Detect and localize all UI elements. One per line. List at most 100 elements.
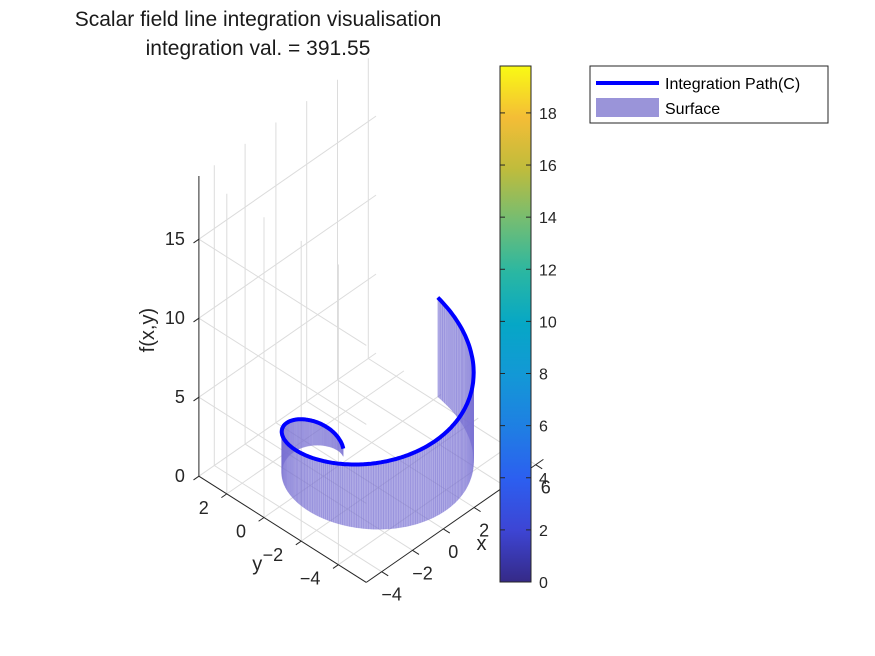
grid-side-z [198,238,367,346]
colorbar-tick-label: 8 [539,367,548,384]
surface-patch [421,447,425,523]
surface-patch [437,437,440,516]
z-tick-label: 0 [175,466,185,486]
y-tick-mark [221,493,228,499]
grid-side-z [198,317,367,425]
colorbar-tick-label: 12 [539,262,557,279]
x-tick-mark [381,571,389,577]
surface-patch [370,463,374,530]
z-tick-mark [193,475,200,481]
surface-patch [375,462,379,530]
y-axis-label: y [252,553,262,575]
colorbar-tick-label: 16 [539,158,557,175]
z-tick-mark [193,396,200,402]
surface-patch [433,440,436,518]
z-tick-mark [193,317,200,323]
z-tick-label: 15 [165,229,185,249]
surface-patch [385,460,389,530]
surface-patch [333,462,337,524]
x-tick-mark [412,549,420,555]
colorbar-tick-label: 2 [539,523,548,540]
z-axis-label: f(x,y) [137,308,159,352]
legend-surface-label: Surface [665,101,720,118]
chart-title: Scalar field line integration visualisat… [75,8,442,31]
legend-surface-swatch [596,98,659,117]
surface-patch [360,463,365,529]
surface-patch [331,462,335,523]
surface-patch [430,441,434,519]
surface-patch [380,461,384,530]
grid-back-z [198,352,377,477]
surface-patch [412,451,416,526]
surface-patch [424,445,428,522]
surface-patch [446,306,450,409]
surface-patch [419,448,423,524]
surface-patch [351,464,355,528]
surface-patch [356,464,360,529]
surface-patch [335,462,339,524]
surface-patch [400,456,404,528]
surface-patch [415,450,419,525]
surface-patch [426,444,430,521]
surface-patch [363,463,367,530]
x-tick-label: 2 [479,521,489,541]
x-tick-label: 6 [541,478,551,498]
x-axis-label: x [477,533,487,555]
surface-patch [417,449,421,525]
surface-patch [346,463,350,527]
surface-patch [442,301,446,404]
surface-patch [402,455,407,528]
legend: Integration Path(C) Surface [589,65,829,124]
grid-back-z [198,115,377,240]
surface-patch [378,461,382,530]
y-tick-mark [295,540,302,546]
z-tick-label: 5 [175,387,185,407]
grid-back-z [198,194,377,319]
x-tick-label: −4 [381,585,402,605]
integration-path [279,296,476,467]
x-tick-label: −2 [412,563,433,583]
colorbar-tick-label: 18 [539,106,557,123]
surface-patch [344,463,348,527]
surface-patch [353,464,357,528]
surface-patch [437,296,441,400]
legend-path-label: Integration Path(C) [665,76,800,93]
chart-subtitle: integration val. = 391.55 [146,37,371,60]
surface-patch [373,462,377,530]
colorbar-tick-label: 6 [539,419,548,436]
y-tick-mark [332,564,339,569]
y-tick-mark [258,517,265,522]
surface-patch [337,463,341,525]
x-tick-label: 0 [448,542,458,562]
surface-patch [393,458,397,529]
surface [281,296,475,530]
surface-patch [395,457,399,529]
surface-patch [368,463,372,530]
grid-back-z [198,273,377,398]
surface-patch [407,453,411,527]
surface-patch [398,457,402,529]
surface-patch [405,454,409,527]
x-tick-mark [473,507,481,513]
colorbar-tick-label: 14 [539,210,557,227]
surface-patch [383,461,387,530]
surface-patch [342,463,346,526]
z-tick-mark [193,238,200,244]
surface-patch [327,461,330,522]
surface-patch [358,464,362,529]
colorbar-tick-label: 4 [539,471,548,488]
y-tick-label: −2 [263,545,284,565]
surface-patch [349,464,353,528]
x-tick-mark [535,464,543,470]
colorbar [499,65,532,583]
colorbar-tick-label: 10 [539,314,557,331]
surface-patch [410,452,414,526]
y-tick-label: −4 [300,569,321,589]
surface-patch [339,463,343,526]
surface-patch [444,304,448,406]
colorbar-tick-label: 0 [539,575,548,592]
